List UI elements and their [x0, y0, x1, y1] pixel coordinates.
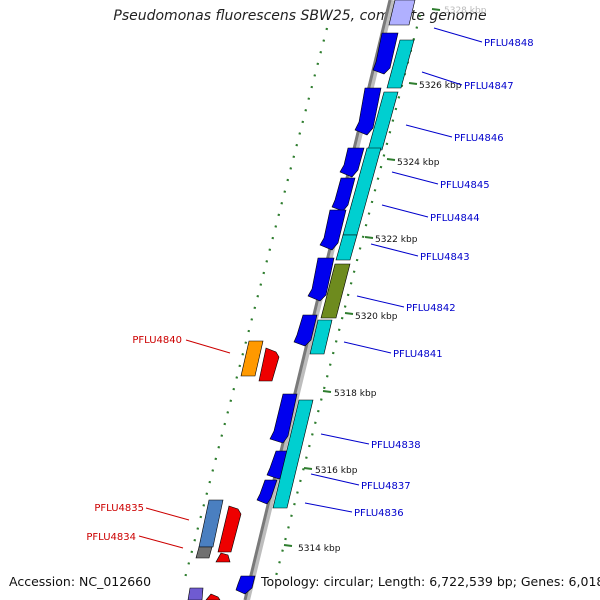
gene-label-pflu4848[interactable]: PFLU4848	[484, 38, 534, 49]
tick-mark	[322, 390, 332, 393]
tick-mark	[364, 236, 374, 239]
tick-marks	[283, 8, 441, 547]
leader-line	[405, 124, 453, 138]
scale-dots-inner	[183, 27, 329, 579]
genome-summary: Topology: circular; Length: 6,722,539 bp…	[261, 574, 600, 589]
tick-mark	[303, 467, 313, 470]
cds-block[interactable]	[367, 91, 399, 151]
leader-line	[310, 473, 360, 486]
gene-arrow-red-long[interactable]	[217, 505, 242, 553]
gene-arrow-red-bottom[interactable]	[205, 593, 221, 600]
gene-arrow-pflu4841[interactable]	[293, 314, 318, 347]
gene-arrow-pflu4846[interactable]	[354, 87, 382, 136]
gene-arrow-red-small[interactable]	[215, 552, 231, 563]
gene-label-pflu4845[interactable]: PFLU4845	[440, 180, 490, 191]
leader-line	[185, 339, 231, 354]
leader-line	[138, 535, 184, 549]
cds-block-olive[interactable]	[320, 263, 351, 319]
gene-arrow-pflu4836[interactable]	[256, 479, 278, 505]
tick-label: 5324 kbp	[397, 158, 440, 168]
leader-line	[421, 71, 463, 86]
tick-mark	[431, 8, 441, 11]
gene-arrow-pflu4838[interactable]	[269, 393, 298, 444]
gene-arrow-pflu4847[interactable]	[372, 32, 399, 75]
tick-mark	[283, 544, 293, 547]
gene-label-pflu4846[interactable]: PFLU4846	[454, 133, 504, 144]
leader-line	[370, 243, 419, 257]
gene-label-pflu4841[interactable]: PFLU4841	[393, 349, 443, 360]
leader-line	[356, 295, 405, 308]
tick-label: 5320 kbp	[355, 312, 398, 322]
tick-label: 5318 kbp	[334, 389, 377, 399]
gene-arrow-pflu4842[interactable]	[307, 257, 335, 302]
gene-block-orange[interactable]	[240, 340, 264, 377]
cds-block[interactable]	[309, 319, 333, 355]
leader-line	[320, 433, 370, 445]
cds-block[interactable]	[272, 399, 314, 509]
tick-label: 5322 kbp	[375, 235, 418, 245]
gene-label-pflu4843[interactable]: PFLU4843	[420, 252, 470, 263]
gene-block-purple[interactable]	[187, 587, 204, 600]
tick-mark	[344, 312, 354, 315]
leader-line	[343, 341, 392, 354]
scale-dots-outer	[273, 14, 422, 581]
leader-line	[381, 204, 429, 218]
cds-block[interactable]	[335, 234, 358, 261]
gene-label-pflu4834[interactable]: PFLU4834	[86, 532, 136, 543]
gene-block-steelblue[interactable]	[198, 499, 224, 548]
gene-label-pflu4835[interactable]: PFLU4835	[94, 503, 144, 514]
tick-label: 5328 kbp	[444, 6, 487, 16]
gene-label-pflu4838[interactable]: PFLU4838	[371, 440, 421, 451]
gene-block-grey[interactable]	[195, 546, 213, 559]
gene-arrow-pflu4843[interactable]	[319, 209, 347, 251]
gene-arrow-bottom[interactable]	[235, 575, 256, 595]
accession-text: Accession: NC_012660	[9, 574, 152, 589]
gene-arrow-red[interactable]	[258, 347, 280, 382]
leader-line	[145, 507, 190, 521]
gene-label-pflu4842[interactable]: PFLU4842	[406, 303, 456, 314]
gene-label-pflu4840[interactable]: PFLU4840	[132, 335, 182, 346]
gene-arrow-pflu4845[interactable]	[339, 147, 365, 178]
gene-label-pflu4836[interactable]: PFLU4836	[354, 508, 404, 519]
tick-mark	[408, 82, 418, 85]
tick-label: 5326 kbp	[419, 81, 462, 91]
leader-line	[433, 27, 483, 43]
cds-block[interactable]	[386, 39, 415, 89]
tick-mark	[386, 158, 396, 161]
tick-label: 5316 kbp	[315, 466, 358, 476]
gene-arrow-pflu4848[interactable]	[388, 0, 416, 26]
gene-label-pflu4847[interactable]: PFLU4847	[464, 81, 514, 92]
tick-label: 5314 kbp	[298, 544, 341, 554]
gene-label-pflu4837[interactable]: PFLU4837	[361, 481, 411, 492]
gene-label-pflu4844[interactable]: PFLU4844	[430, 213, 480, 224]
leader-line	[391, 171, 439, 185]
leader-line	[304, 502, 353, 513]
